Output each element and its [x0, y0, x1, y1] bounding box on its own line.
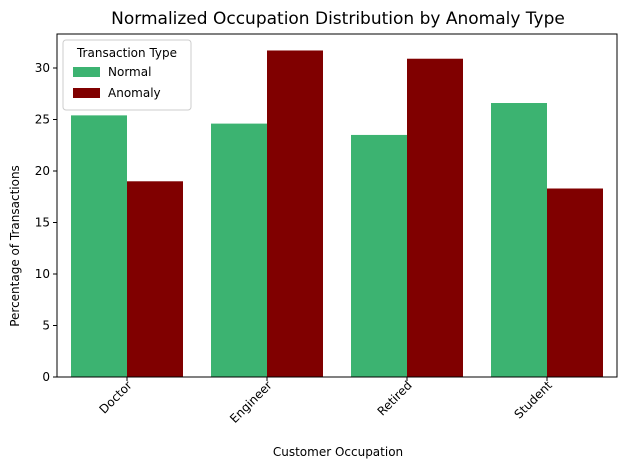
y-tick-label: 5 [42, 318, 50, 332]
x-tick-label-retired: Retired [375, 378, 415, 418]
bar-anomaly-retired [407, 58, 463, 377]
legend-swatch-anomaly [73, 88, 100, 98]
bar-normal-retired [351, 134, 407, 377]
legend-label-normal: Normal [108, 65, 151, 79]
y-tick-label: 10 [35, 267, 50, 281]
y-tick-label: 30 [35, 61, 50, 75]
bar-normal-engineer [211, 123, 267, 377]
bar-anomaly-student [547, 188, 603, 377]
bar-anomaly-doctor [127, 181, 183, 377]
bar-anomaly-engineer [267, 50, 323, 377]
bar-normal-doctor [71, 115, 127, 378]
chart-title: Normalized Occupation Distribution by An… [111, 9, 565, 29]
plot-frame [56, 33, 618, 378]
y-axis-label: Percentage of Transactions [8, 165, 22, 327]
x-tick-label-doctor: Doctor [96, 378, 134, 416]
bars-layer [71, 50, 603, 378]
y-tick-label: 20 [35, 164, 50, 178]
legend: Transaction Type Normal Anomaly [62, 39, 192, 111]
x-axis-label: Customer Occupation [273, 445, 403, 459]
bar-normal-student [491, 103, 547, 377]
legend-label-anomaly: Anomaly [108, 86, 161, 100]
y-tick-label: 15 [35, 215, 50, 229]
y-tick-label: 25 [35, 112, 50, 126]
legend-swatch-normal [73, 67, 100, 77]
x-tick-label-engineer: Engineer [227, 378, 275, 426]
x-tick-label-student: Student [511, 378, 555, 422]
legend-title: Transaction Type [76, 46, 177, 60]
y-tick-label: 0 [42, 370, 50, 384]
